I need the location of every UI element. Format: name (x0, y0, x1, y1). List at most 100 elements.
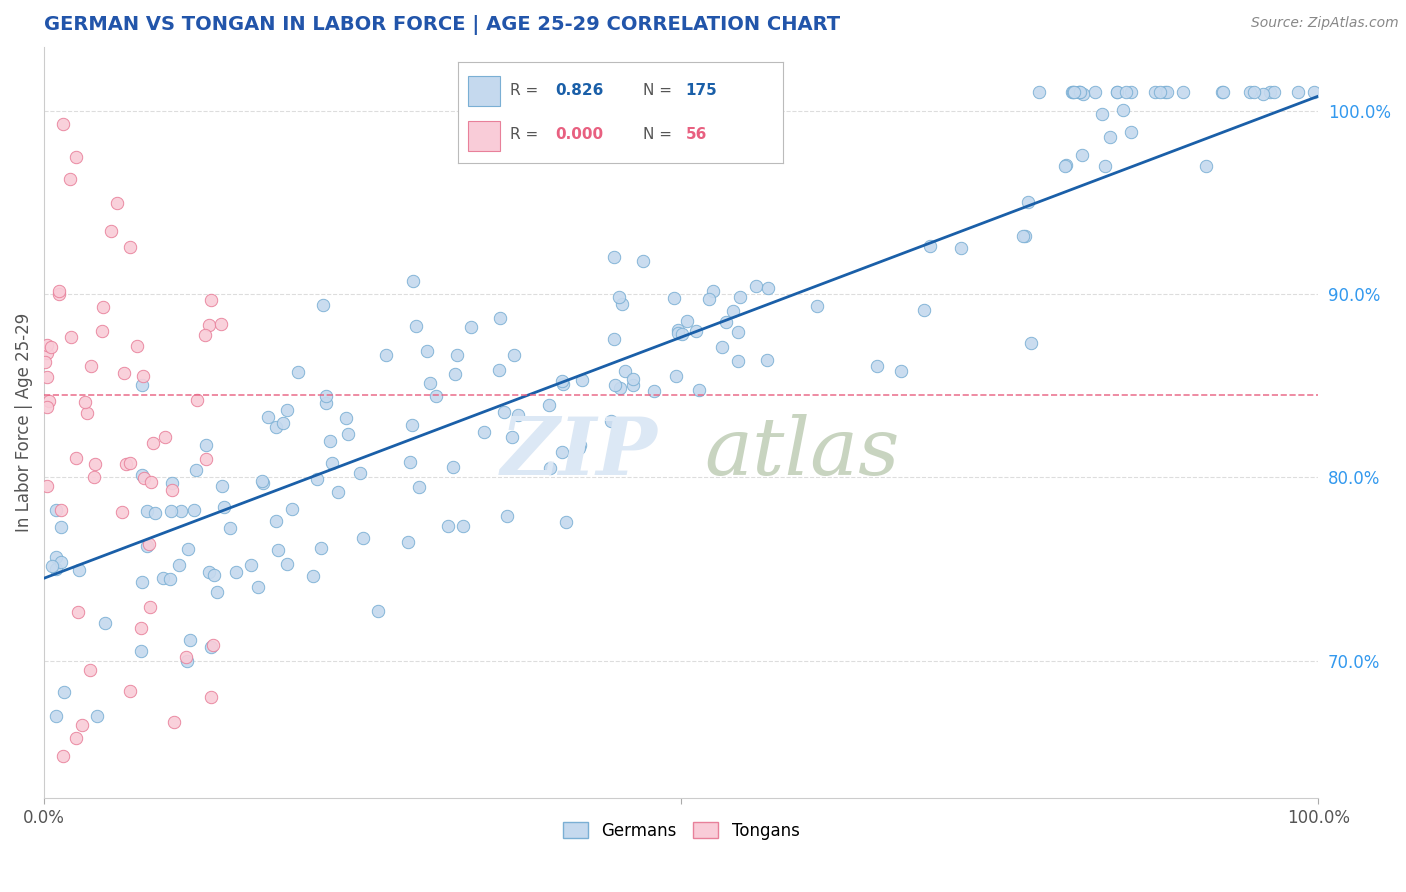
Point (60, 329, 83, 343)
Point (460, 320, 482, 334)
Point (194, 452, 217, 467)
Point (176, 654, 198, 668)
Point (508, 409, 530, 423)
Point (495, 508, 517, 523)
Point (153, 430, 176, 444)
Point (51, 556, 73, 570)
Point (806, 299, 828, 313)
Point (225, 565, 247, 579)
Point (132, 368, 155, 383)
Point (118, 456, 141, 470)
Point (1194, 159, 1216, 173)
Point (212, 500, 235, 514)
Point (65, 731, 87, 745)
Point (1154, 86, 1177, 100)
Point (276, 403, 298, 417)
Point (676, 314, 699, 328)
Point (200, 640, 222, 654)
Point (239, 558, 262, 573)
Point (135, 504, 157, 518)
Point (1067, 86, 1090, 100)
Point (100, 224, 122, 238)
Point (1054, 158, 1077, 172)
Point (143, 506, 166, 520)
Point (1063, 86, 1085, 100)
Point (756, 353, 779, 368)
Point (49, 520, 72, 534)
Point (571, 372, 593, 386)
Point (174, 650, 197, 665)
Point (1090, 106, 1112, 120)
Point (53, 685, 76, 699)
Point (200, 690, 222, 704)
Point (276, 557, 298, 571)
Point (138, 600, 160, 615)
Point (152, 571, 174, 585)
Point (555, 515, 578, 529)
Point (472, 425, 495, 440)
Point (1071, 148, 1094, 162)
Point (401, 418, 423, 433)
Point (920, 238, 942, 252)
Point (247, 580, 270, 594)
Point (48, 284, 70, 298)
Text: atlas: atlas (704, 414, 900, 491)
Point (1071, 87, 1094, 102)
Point (1062, 86, 1084, 100)
Point (375, 348, 398, 362)
Y-axis label: In Labor Force | Age 25-29: In Labor Force | Age 25-29 (15, 313, 32, 532)
Point (569, 438, 592, 452)
Point (287, 365, 309, 379)
Point (416, 343, 439, 358)
Point (134, 471, 156, 485)
Point (568, 441, 591, 455)
Point (603, 250, 626, 264)
Point (86, 708, 108, 723)
Point (159, 572, 181, 586)
Point (949, 241, 972, 255)
Point (666, 326, 689, 340)
Point (710, 340, 733, 354)
Point (912, 303, 935, 318)
Legend: Germans, Tongans: Germans, Tongans (557, 814, 806, 847)
Point (315, 389, 337, 403)
Point (1286, 86, 1309, 100)
Point (267, 543, 290, 558)
Point (671, 327, 693, 342)
Point (114, 457, 136, 471)
Point (120, 683, 142, 698)
Point (281, 501, 304, 516)
Point (302, 568, 325, 582)
Point (664, 291, 686, 305)
Point (45, 708, 67, 723)
Point (1149, 86, 1171, 100)
Point (35, 370, 58, 384)
Point (1156, 86, 1178, 100)
Point (1243, 86, 1265, 100)
Point (1062, 86, 1084, 100)
Point (169, 558, 191, 572)
Point (49, 503, 72, 517)
Point (48, 287, 70, 301)
Point (45, 503, 67, 517)
Point (252, 475, 274, 490)
Point (609, 381, 631, 395)
Point (139, 475, 162, 489)
Point (443, 367, 465, 381)
Point (183, 502, 205, 516)
Point (58, 171, 80, 186)
Point (219, 521, 242, 535)
Point (1021, 336, 1043, 351)
Point (1211, 86, 1233, 100)
Point (1069, 86, 1091, 100)
Point (425, 389, 447, 403)
Point (1263, 86, 1285, 100)
Point (131, 574, 153, 589)
Point (93, 615, 115, 630)
Point (200, 293, 222, 307)
Point (138, 536, 160, 550)
Point (1239, 86, 1261, 100)
Point (419, 376, 441, 390)
Point (75, 394, 97, 409)
Point (194, 327, 217, 342)
